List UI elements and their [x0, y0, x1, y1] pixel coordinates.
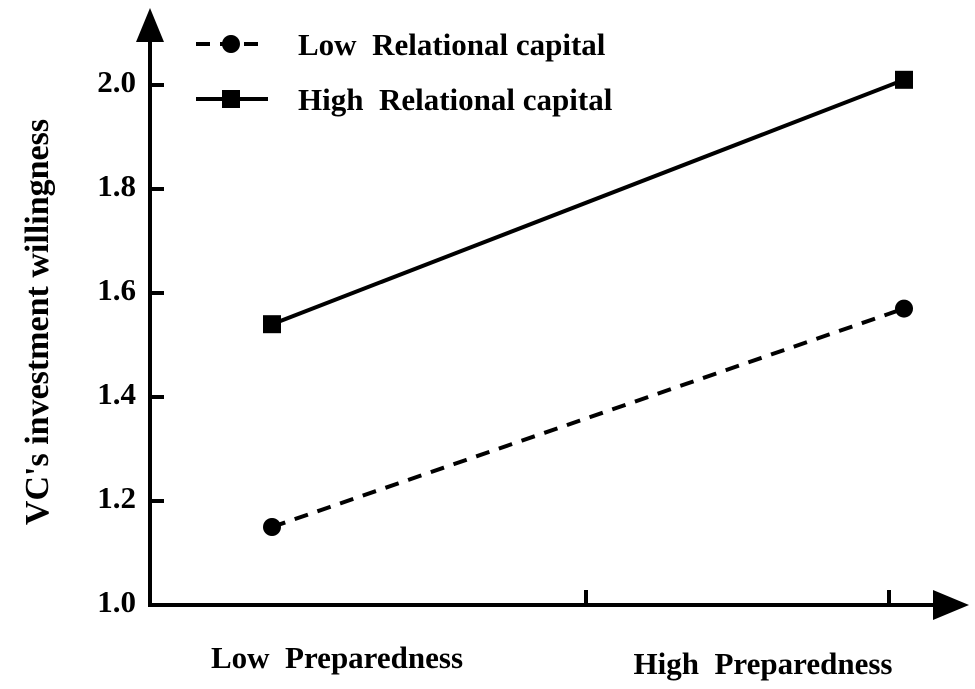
legend-label-low: Low Relational capital — [298, 27, 606, 62]
x-category-label-0: Low Preparedness — [211, 640, 463, 675]
y-ticks: 1.0 1.2 1.4 1.6 1.8 2.0 — [97, 64, 164, 619]
legend: Low Relational capital High Relational c… — [196, 27, 613, 117]
data-point-1-1 — [895, 71, 913, 89]
y-axis-arrow — [136, 8, 164, 42]
legend-marker-square — [222, 90, 240, 108]
y-tick-label: 2.0 — [97, 64, 136, 99]
y-tick-label: 1.6 — [97, 272, 136, 307]
x-axis-arrow — [933, 590, 969, 620]
y-axis-title: VC's investment willingness — [19, 119, 56, 525]
y-tick-label: 1.0 — [97, 584, 136, 619]
data-point-1-0 — [263, 315, 281, 333]
series-line-0 — [272, 309, 904, 527]
y-tick-label: 1.2 — [97, 480, 136, 515]
legend-label-high: High Relational capital — [298, 82, 613, 117]
y-tick-label: 1.8 — [97, 168, 136, 203]
series-layer — [263, 71, 913, 536]
x-category-label-1: High Preparedness — [634, 646, 893, 681]
y-tick-label: 1.4 — [97, 376, 136, 411]
data-point-0-0 — [263, 518, 281, 536]
legend-item-low: Low Relational capital — [196, 27, 606, 62]
data-point-0-1 — [895, 300, 913, 318]
legend-marker-circle — [222, 35, 240, 53]
legend-item-high: High Relational capital — [196, 82, 613, 117]
